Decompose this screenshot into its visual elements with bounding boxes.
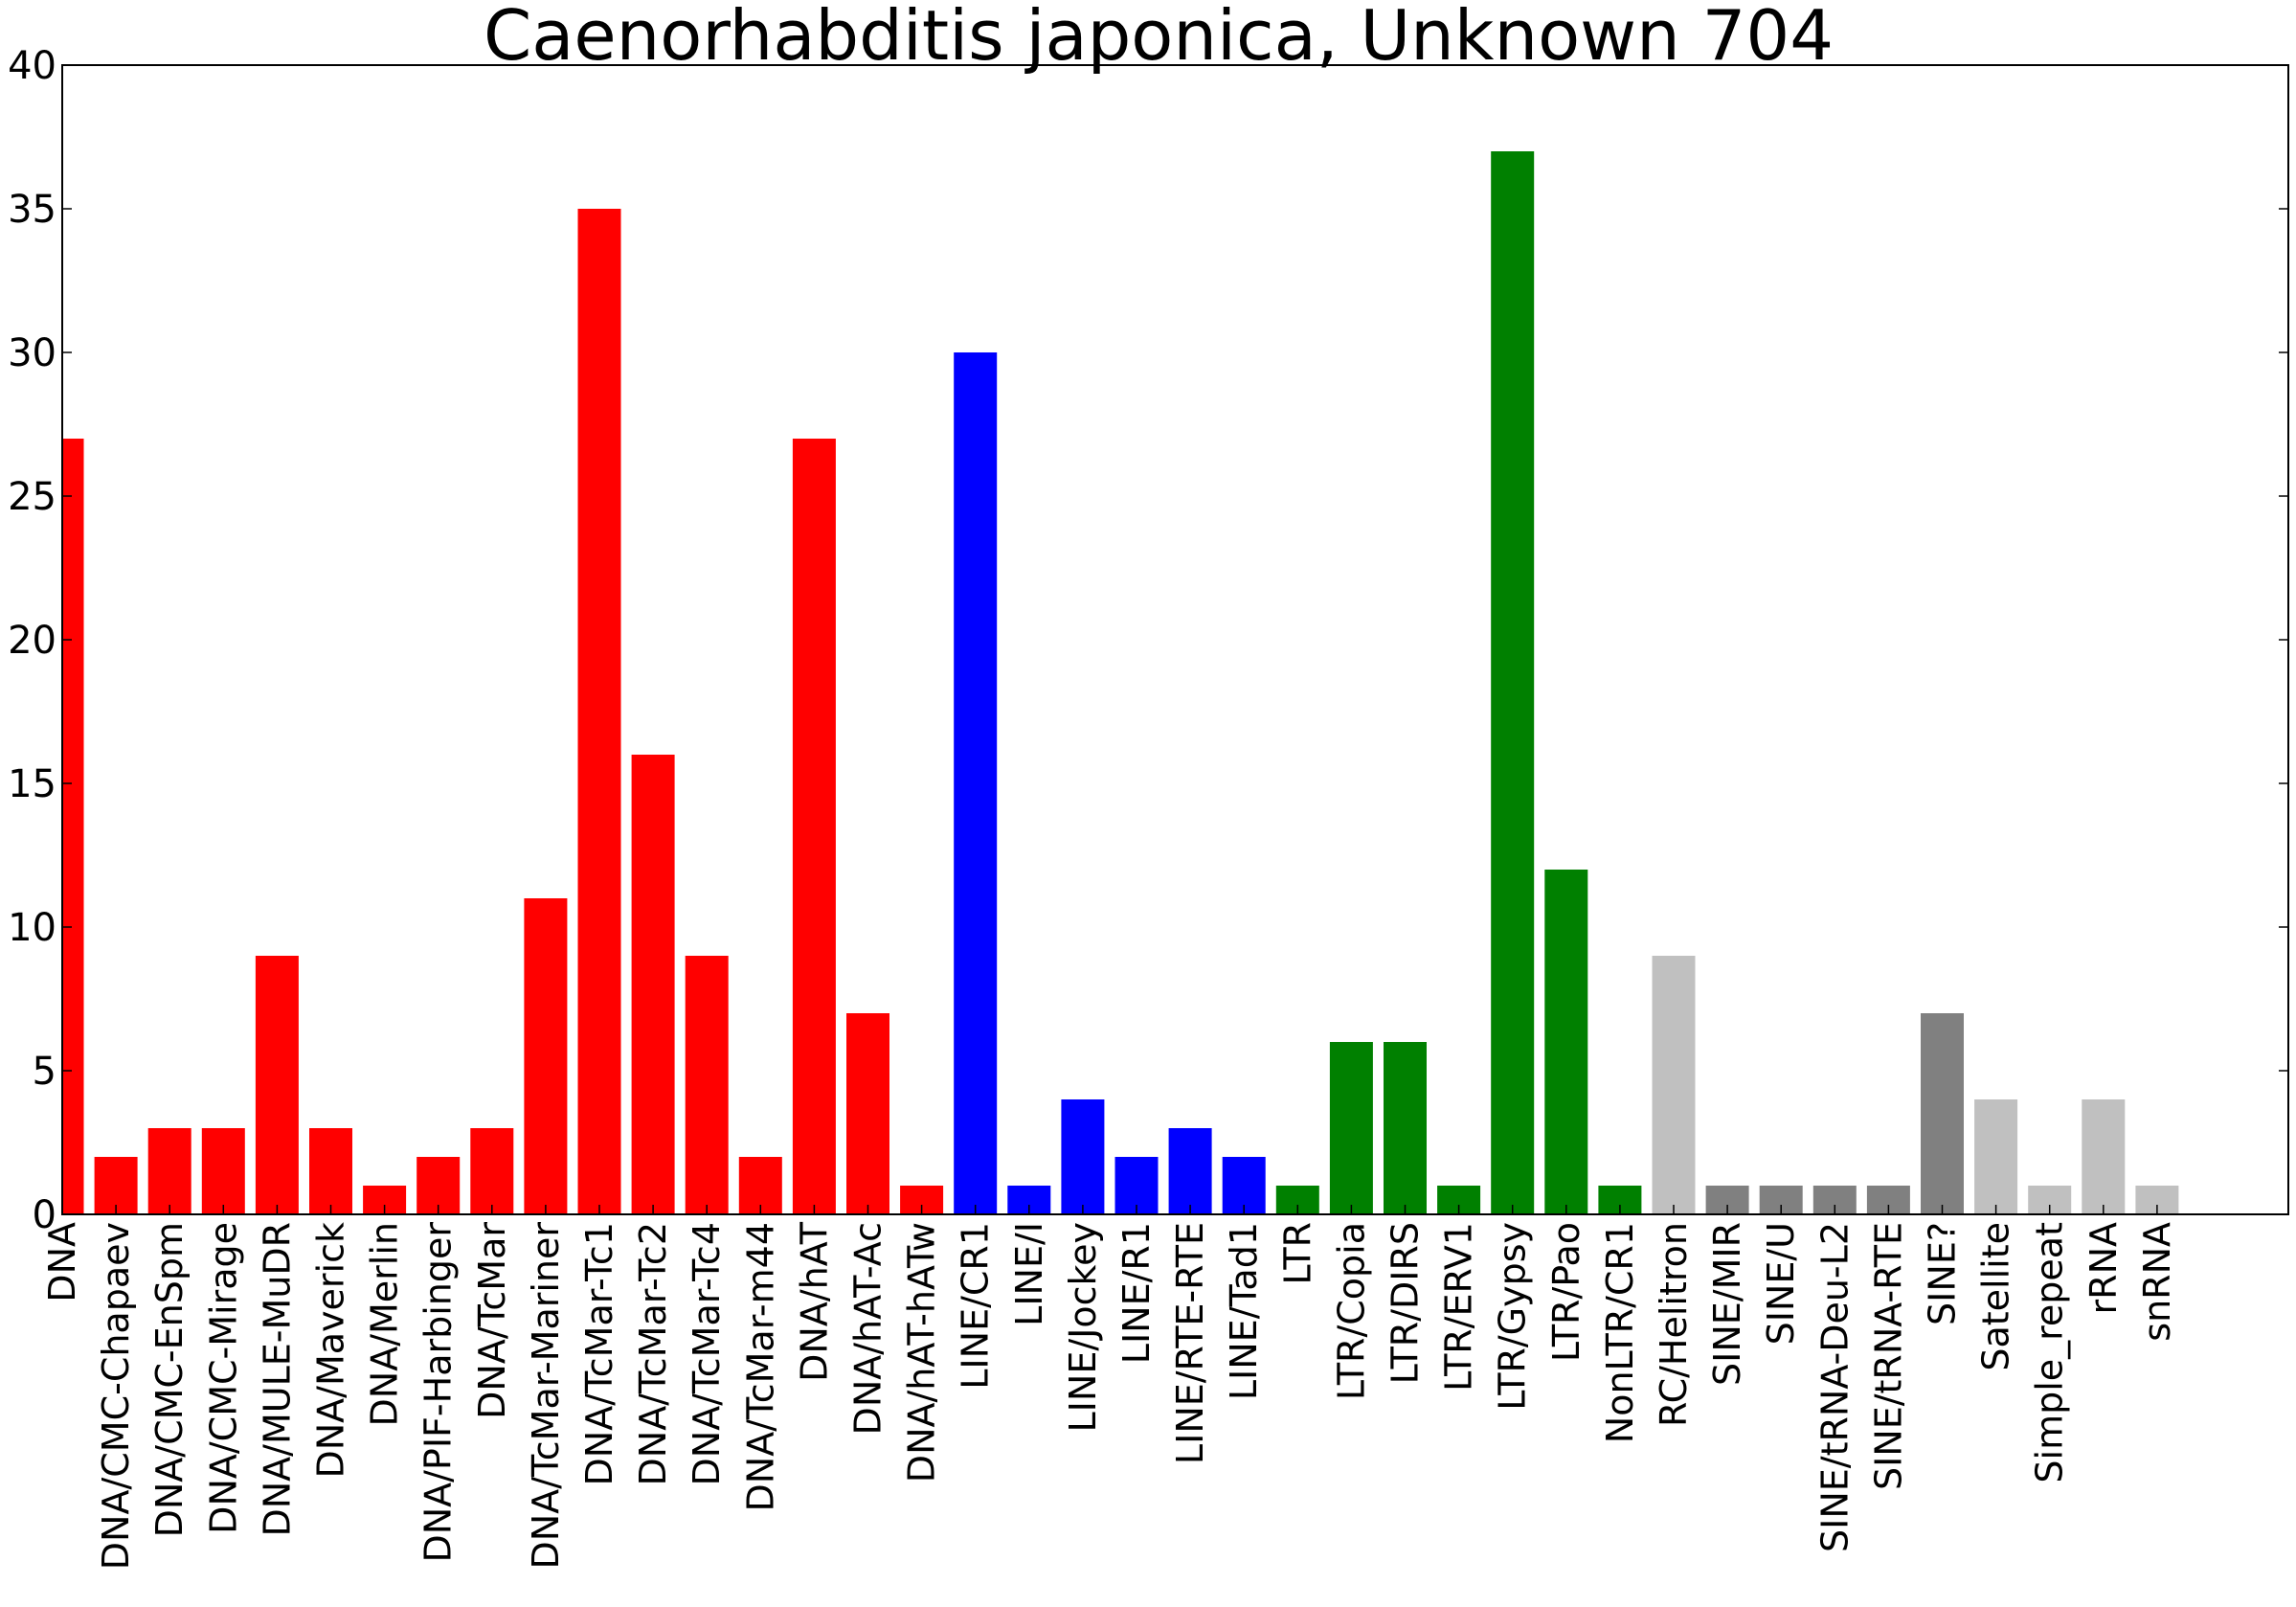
x-tick-label: Satellite	[1975, 1222, 2017, 1371]
x-tick-label: DNA/TcMar-Tc4	[686, 1222, 728, 1485]
bar-rrna	[2082, 1099, 2126, 1214]
x-axis: DNA DNA/CMC-Chapaev DNA/CMC-EnSpm DNA/CMC-M…	[41, 1205, 2178, 1570]
x-tick-label: DNA/hAT-hATw	[901, 1222, 943, 1483]
x-tick-label: LINE/R1	[1115, 1222, 1158, 1364]
bar-dna-maverick	[309, 1128, 352, 1214]
bar-satellite	[1974, 1099, 2018, 1214]
y-tick-label: 35	[8, 188, 56, 232]
bar-ltr-copia	[1329, 1042, 1373, 1214]
x-tick-label: LTR/Gypsy	[1492, 1222, 1534, 1411]
y-tick-label: 10	[8, 906, 56, 950]
bar-ltr-pao	[1544, 870, 1588, 1214]
x-tick-label: LINE/Tad1	[1223, 1222, 1265, 1400]
x-tick-label: Simple_repeat	[2029, 1222, 2071, 1483]
bar-dna-tcmar-tc1	[577, 209, 621, 1214]
bar-dna-cmc-mirage	[201, 1128, 245, 1214]
x-tick-label: LTR	[1276, 1222, 1318, 1285]
bar-dna	[62, 439, 84, 1214]
x-tick-label: NonLTR/CR1	[1599, 1222, 1641, 1443]
x-tick-label: DNA/hAT	[793, 1221, 835, 1382]
x-tick-label: DNA/hAT-Ac	[847, 1222, 889, 1435]
bar-dna-mule-mudr	[255, 956, 299, 1214]
y-tick-label: 30	[8, 331, 56, 375]
x-tick-label: RC/Helitron	[1653, 1222, 1695, 1427]
bar-dna-cmc-enspm	[147, 1128, 191, 1214]
bar-line-cr1	[954, 352, 998, 1214]
bar-dna-hat	[792, 439, 836, 1214]
y-tick-label: 20	[8, 619, 56, 663]
y-tick-label: 15	[8, 762, 56, 806]
x-tick-label: SINE?	[1922, 1222, 1964, 1325]
y-tick-label: 5	[33, 1050, 56, 1094]
bars-group	[62, 151, 2179, 1214]
x-tick-label: SINE/MIR	[1706, 1222, 1748, 1386]
bar-line-jockey	[1061, 1099, 1105, 1214]
x-tick-label: LINE/RTE-RTE	[1169, 1222, 1211, 1464]
bar-line-rte-rte	[1168, 1128, 1212, 1214]
x-tick-label: DNA/Merlin	[364, 1222, 406, 1426]
x-tick-label: DNA/CMC-Mirage	[202, 1222, 244, 1534]
x-tick-label: DNA/PIF-Harbinger	[417, 1222, 460, 1563]
x-tick-label: DNA/TcMar-Mariner	[525, 1222, 567, 1570]
x-tick-label: DNA/CMC-EnSpm	[148, 1222, 191, 1537]
bar-ltr-dirs	[1384, 1042, 1427, 1214]
x-tick-label: LTR/ERV1	[1438, 1222, 1480, 1392]
x-tick-label: SINE/tRNA-RTE	[1867, 1222, 1909, 1490]
bar-dna-tcmar-tc2	[631, 755, 675, 1214]
y-tick-label: 25	[8, 475, 56, 519]
y-tick-label: 0	[33, 1193, 56, 1237]
y-axis: 0 5 10 15 20 25 30 35 40	[8, 44, 2288, 1237]
x-tick-label: LINE/I	[1008, 1222, 1050, 1326]
x-tick-label: LINE/CR1	[955, 1222, 997, 1390]
x-tick-label: DNA/TcMar-m44	[739, 1222, 781, 1511]
x-tick-label: SINE/tRNA-Deu-L2	[1813, 1222, 1856, 1552]
x-tick-label: SINE/U	[1760, 1222, 1802, 1345]
x-tick-label: DNA/TcMar-Tc1	[578, 1222, 620, 1485]
x-tick-label: rRNA	[2082, 1222, 2125, 1314]
chart-title: Caenorhabditis japonica, Unknown 704	[484, 0, 1834, 76]
x-tick-label: LTR/DIRS	[1384, 1222, 1427, 1384]
x-tick-label: DNA/TcMar	[471, 1222, 513, 1419]
x-tick-label: LINE/Jockey	[1062, 1222, 1104, 1432]
x-tick-label: LTR/Copia	[1330, 1222, 1372, 1400]
bar-dna-tcmar-tc4	[685, 956, 729, 1214]
bar-dna-hat-ac	[846, 1013, 889, 1214]
x-tick-label: snRNA	[2136, 1222, 2178, 1342]
bar-rc-helitron	[1652, 956, 1696, 1214]
x-tick-label: DNA/MULE-MuDR	[256, 1222, 298, 1537]
x-tick-label: DNA/Maverick	[310, 1222, 352, 1479]
bar-dna-tcmar	[470, 1128, 514, 1214]
bar-ltr-gypsy	[1491, 151, 1535, 1214]
y-tick-label: 40	[8, 44, 56, 88]
bar-dna-tcmar-mariner	[524, 898, 568, 1214]
x-tick-label: DNA	[41, 1222, 83, 1302]
x-tick-label: LTR/Pao	[1545, 1222, 1587, 1362]
x-tick-label: DNA/CMC-Chapaev	[95, 1222, 137, 1570]
bar-sine-	[1921, 1013, 1964, 1214]
x-tick-label: DNA/TcMar-Tc2	[632, 1222, 674, 1485]
